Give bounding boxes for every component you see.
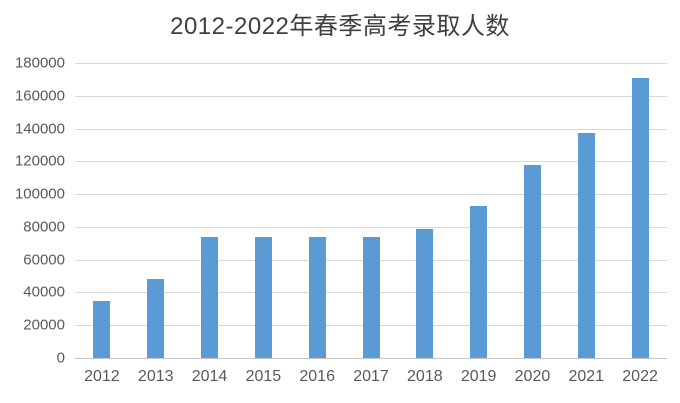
bar-2013 xyxy=(147,279,165,358)
bar-2015 xyxy=(254,236,272,358)
bar-2017 xyxy=(362,236,380,358)
y-axis-tick-label: 100000 xyxy=(14,185,65,203)
x-axis-tick-label: 2012 xyxy=(84,368,120,385)
x-axis-tick-label: 2017 xyxy=(353,368,389,385)
bar-2021 xyxy=(577,132,595,358)
bar-2019 xyxy=(470,205,488,358)
gridline xyxy=(75,63,667,64)
x-axis-tick-label: 2019 xyxy=(460,368,497,385)
x-axis-line xyxy=(75,358,667,359)
y-axis-tick-label: 20000 xyxy=(23,316,65,334)
x-axis-tick-label: 2013 xyxy=(137,368,174,385)
chart-title: 2012-2022年春季高考录取人数 xyxy=(170,13,510,40)
x-axis-tick-label: 2020 xyxy=(514,368,551,385)
gridline xyxy=(75,161,667,162)
gridline xyxy=(75,129,667,130)
gridline xyxy=(75,96,667,97)
bar-2012 xyxy=(93,300,111,358)
gridline xyxy=(75,194,667,195)
y-axis-tick-label: 180000 xyxy=(14,54,65,72)
y-axis-tick-label: 120000 xyxy=(14,152,65,170)
y-axis-tick-label: 40000 xyxy=(23,283,65,301)
y-axis-tick-label: 60000 xyxy=(23,251,65,269)
y-axis-tick-label: 160000 xyxy=(14,87,65,105)
y-axis-tick-label: 0 xyxy=(56,349,65,367)
bar-2020 xyxy=(523,164,541,358)
y-axis-tick-label: 140000 xyxy=(14,120,65,138)
gridline xyxy=(75,227,667,228)
bar-2022 xyxy=(631,77,649,358)
bar-2016 xyxy=(308,236,326,358)
x-axis-tick-label: 2016 xyxy=(299,368,335,385)
bar-2018 xyxy=(416,228,434,358)
plot-area: 0 20000 40000 60000 80000 100000 120000 140000 1… xyxy=(15,56,667,385)
x-axis-tick-label: 2022 xyxy=(622,368,658,385)
x-axis-tick-label: 2014 xyxy=(191,368,228,385)
x-axis-tick-label: 2021 xyxy=(568,368,605,385)
bar-2014 xyxy=(201,236,219,358)
x-axis-tick-label: 2015 xyxy=(245,368,282,385)
x-axis-tick-label: 2018 xyxy=(407,368,443,385)
y-axis-tick-label: 80000 xyxy=(23,218,65,236)
